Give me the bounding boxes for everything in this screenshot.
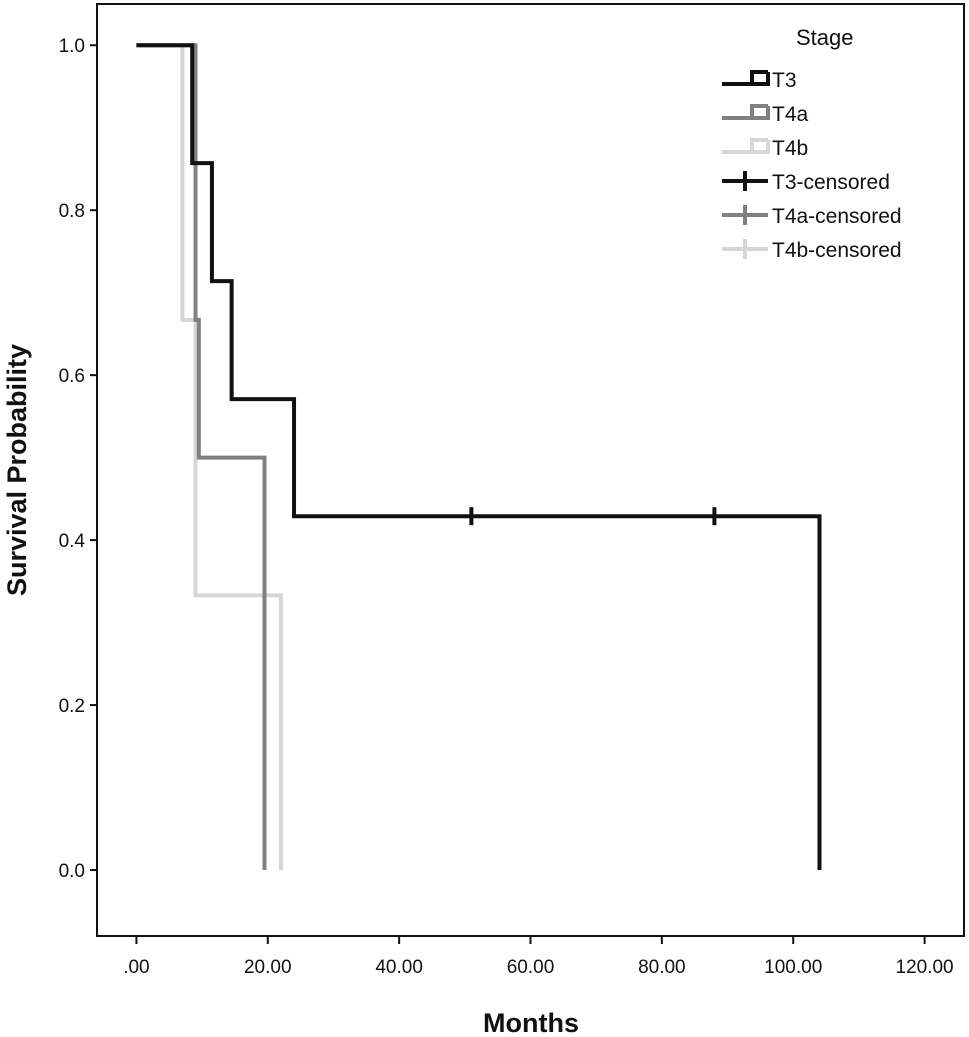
y-axis-ticks: 0.0 0.2 0.4 0.6 0.8 1.0 <box>59 36 97 882</box>
x-tick-label: 120.00 <box>896 957 954 978</box>
y-tick-label: 0.4 <box>59 531 86 552</box>
legend: Stage T3 T4a T4b T3-censored T4a-censored T4b… <box>722 25 902 262</box>
legend-label: T4b-censored <box>772 239 902 262</box>
x-tick-label: 100.00 <box>764 957 822 978</box>
legend-swatch-line <box>722 138 770 154</box>
legend-label: T4b <box>772 137 808 160</box>
y-tick-label: 0.0 <box>59 861 85 882</box>
x-axis-title: Months <box>483 1008 579 1037</box>
y-tick-label: 0.8 <box>59 201 85 222</box>
legend-label: T3-censored <box>772 171 890 194</box>
plot-area-frame <box>96 3 965 937</box>
x-axis-ticks: .00 20.00 40.00 60.00 80.00 100.00 120.00 <box>123 936 954 978</box>
legend-title: Stage <box>796 25 854 50</box>
x-tick-label: 20.00 <box>244 957 292 978</box>
y-tick-label: 0.2 <box>59 696 85 717</box>
x-tick-label: 40.00 <box>375 957 423 978</box>
x-tick-label: 80.00 <box>638 957 686 978</box>
y-axis-title: Survival Probability <box>2 344 32 596</box>
legend-swatch-line <box>722 104 770 120</box>
series-line-t4a <box>136 43 267 871</box>
y-tick-label: 0.6 <box>59 366 85 387</box>
x-tick-label: .00 <box>123 957 149 978</box>
x-tick-label: 60.00 <box>507 957 555 978</box>
legend-label: T4a <box>772 103 809 126</box>
series-line-t3 <box>136 43 822 871</box>
y-tick-label: 1.0 <box>59 36 85 57</box>
series-layer <box>136 43 822 871</box>
legend-swatch-line <box>722 70 770 86</box>
legend-label: T3 <box>772 69 797 92</box>
legend-label: T4a-censored <box>772 205 902 228</box>
